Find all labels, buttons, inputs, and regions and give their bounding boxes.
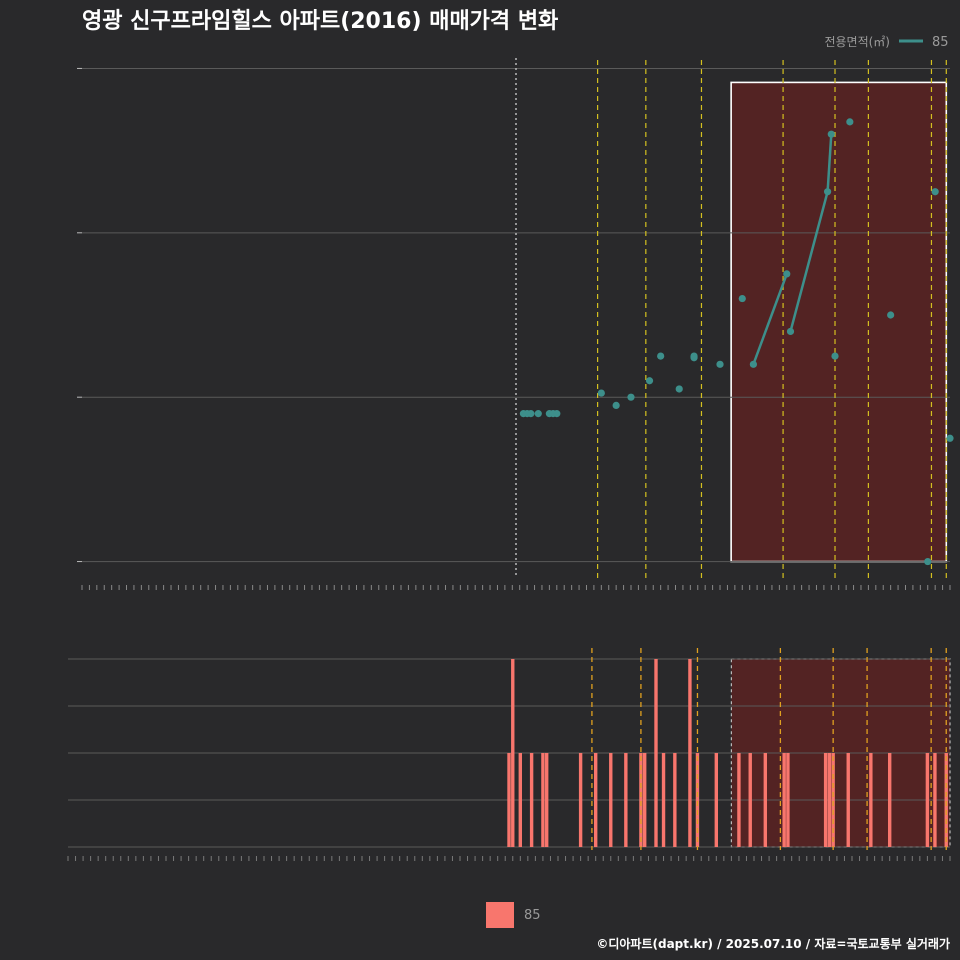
- data-point: [657, 352, 665, 360]
- legend-title: 전용면적(㎡): [824, 35, 890, 49]
- volume-bar: [748, 753, 752, 847]
- volume-bar: [609, 753, 613, 847]
- volume-bar: [869, 753, 873, 847]
- data-point: [786, 327, 795, 336]
- data-point: [749, 360, 758, 368]
- bottom-legend-swatch: [486, 902, 514, 928]
- chart-title: 영광 신구프라임힐스 아파트(2016) 매매가격 변화: [82, 9, 558, 34]
- data-point: [831, 352, 839, 360]
- legend-label: 85: [932, 35, 949, 50]
- volume-chart: [67, 648, 951, 861]
- series-line-segment: [752, 273, 788, 365]
- data-point: [716, 360, 724, 368]
- data-point: [627, 393, 635, 401]
- bottom-legend-label: 85: [524, 908, 541, 923]
- volume-bar: [642, 753, 647, 847]
- series-line-segment: [826, 134, 833, 192]
- series-line-segment: [789, 191, 829, 332]
- data-point: [924, 557, 932, 566]
- data-point: [931, 188, 939, 196]
- data-point: [690, 354, 698, 362]
- data-point: [675, 385, 683, 393]
- volume-bar: [944, 753, 948, 847]
- data-point: [946, 434, 954, 442]
- data-point: [846, 118, 854, 126]
- volume-bar: [763, 753, 768, 847]
- volume-bar: [511, 659, 515, 847]
- volume-bar: [639, 753, 643, 847]
- volume-bar: [925, 753, 930, 847]
- data-point: [823, 188, 832, 196]
- volume-bar: [593, 753, 598, 847]
- price-chart: [77, 58, 954, 590]
- volume-bar: [846, 753, 850, 847]
- volume-bar: [695, 753, 700, 847]
- volume-bar: [933, 753, 937, 847]
- volume-bar: [544, 753, 549, 847]
- volume-bar: [887, 753, 892, 847]
- data-point: [597, 389, 605, 397]
- data-point: [553, 410, 561, 418]
- volume-bar: [737, 753, 741, 847]
- volume-bar: [782, 753, 786, 847]
- data-point: [534, 410, 542, 418]
- data-point: [612, 401, 620, 410]
- volume-bar: [541, 753, 545, 847]
- volume-bar: [661, 753, 666, 847]
- volume-bar: [714, 753, 719, 847]
- data-point: [738, 294, 746, 303]
- data-point: [645, 377, 654, 385]
- volume-bar: [673, 753, 677, 847]
- volume-bar: [529, 753, 534, 847]
- volume-bar: [827, 753, 832, 847]
- volume-bar: [578, 753, 583, 847]
- data-point: [887, 311, 895, 319]
- footer-credit: ©디아파트(dapt.kr) / 2025.07.10 / 자료=국토교통부 실…: [596, 936, 950, 951]
- volume-bar: [507, 753, 511, 847]
- data-point: [783, 270, 791, 278]
- highlight-region: [730, 81, 948, 563]
- data-point: [827, 130, 835, 138]
- volume-bar: [786, 753, 790, 847]
- volume-bar: [823, 753, 828, 847]
- volume-bar: [831, 753, 835, 847]
- data-point: [527, 410, 535, 418]
- volume-bar: [518, 753, 523, 847]
- volume-bar: [624, 753, 628, 847]
- volume-bar: [654, 659, 658, 847]
- volume-bar: [688, 659, 692, 847]
